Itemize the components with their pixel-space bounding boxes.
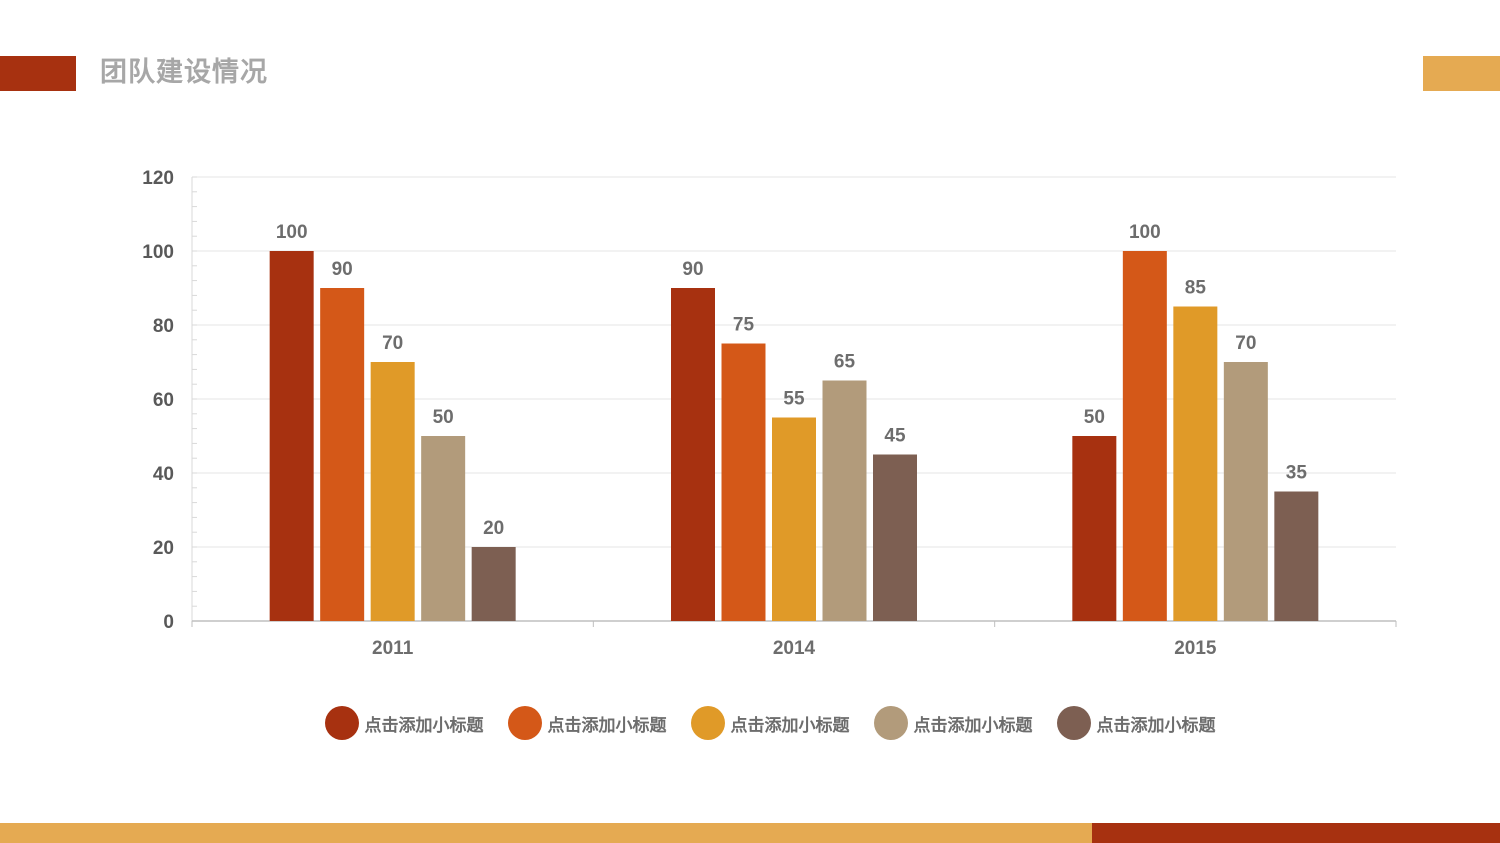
chart-legend: 点击添加小标题 点击添加小标题 点击添加小标题 点击添加小标题 点击添加小标题 — [0, 705, 1500, 741]
bar — [421, 436, 466, 621]
legend-item: 点击添加小标题 — [324, 706, 484, 740]
legend-swatch-icon — [690, 706, 725, 740]
bar — [721, 343, 766, 621]
bar-chart: 0 20 40 60 80 100 120 100 90 70 50 20 2011 90 75 55 65 45… — [142, 168, 1397, 659]
legend-item: 点击添加小标题 — [1056, 706, 1216, 740]
legend-item: 点击添加小标题 — [507, 706, 667, 740]
bar-value-label: 85 — [1185, 278, 1207, 299]
y-tick-label: 80 — [153, 316, 174, 337]
bar-value-label: 35 — [1286, 463, 1308, 484]
bar-value-label: 50 — [433, 407, 454, 428]
bar — [1173, 306, 1218, 621]
bar — [1122, 251, 1167, 621]
legend-label: 点击添加小标题 — [364, 715, 484, 736]
x-category-label: 2014 — [773, 638, 816, 659]
bar-value-label: 90 — [682, 259, 703, 280]
legend-swatch-icon — [324, 706, 359, 740]
y-tick-label: 40 — [153, 464, 174, 485]
bar-value-label: 70 — [382, 333, 403, 354]
bar — [471, 547, 516, 621]
bar — [1274, 491, 1319, 621]
bar — [1072, 436, 1117, 621]
bar — [269, 251, 314, 621]
bar-value-label: 20 — [483, 518, 504, 539]
bar — [822, 380, 867, 621]
y-tick-label: 0 — [163, 612, 174, 633]
y-tick-label: 20 — [153, 538, 174, 559]
title-accent-bar-left — [0, 56, 76, 91]
title-accent-bar-right — [1423, 56, 1500, 91]
bar-value-label: 100 — [276, 222, 308, 243]
chart-bars — [269, 251, 1319, 621]
page-title: 团队建设情况 — [100, 57, 268, 88]
legend-swatch-icon — [1056, 706, 1091, 740]
x-category-label: 2015 — [1174, 638, 1217, 659]
x-category-label: 2011 — [372, 638, 414, 659]
legend-label: 点击添加小标题 — [730, 715, 850, 736]
bar — [772, 417, 816, 621]
bar — [873, 454, 917, 621]
bar-value-label: 90 — [332, 259, 353, 280]
y-tick-label: 100 — [142, 242, 174, 263]
legend-label: 点击添加小标题 — [1096, 715, 1216, 736]
legend-swatch-icon — [507, 706, 542, 740]
legend-item: 点击添加小标题 — [690, 706, 850, 740]
legend-swatch-icon — [873, 706, 908, 740]
y-tick-label: 120 — [142, 168, 174, 189]
footer-bar-dark — [1092, 823, 1500, 843]
bar-value-label: 65 — [834, 352, 856, 373]
bar-value-label: 70 — [1235, 333, 1256, 354]
legend-label: 点击添加小标题 — [913, 715, 1033, 736]
legend-label: 点击添加小标题 — [547, 715, 667, 736]
bar-value-label: 100 — [1129, 222, 1161, 243]
bar — [320, 288, 365, 621]
bar-value-label: 55 — [783, 389, 805, 410]
bar — [671, 288, 715, 621]
bar — [1223, 362, 1268, 621]
bar-value-label: 75 — [733, 315, 755, 336]
chart-labels: 0 20 40 60 80 100 120 100 90 70 50 20 2011 90 75 55 65 45… — [142, 168, 1307, 659]
bar — [370, 362, 415, 621]
y-tick-label: 60 — [153, 390, 174, 411]
bar-value-label: 45 — [884, 426, 906, 447]
bar-value-label: 50 — [1084, 407, 1105, 428]
footer-bar-light — [0, 823, 1092, 843]
legend-item: 点击添加小标题 — [873, 706, 1033, 740]
